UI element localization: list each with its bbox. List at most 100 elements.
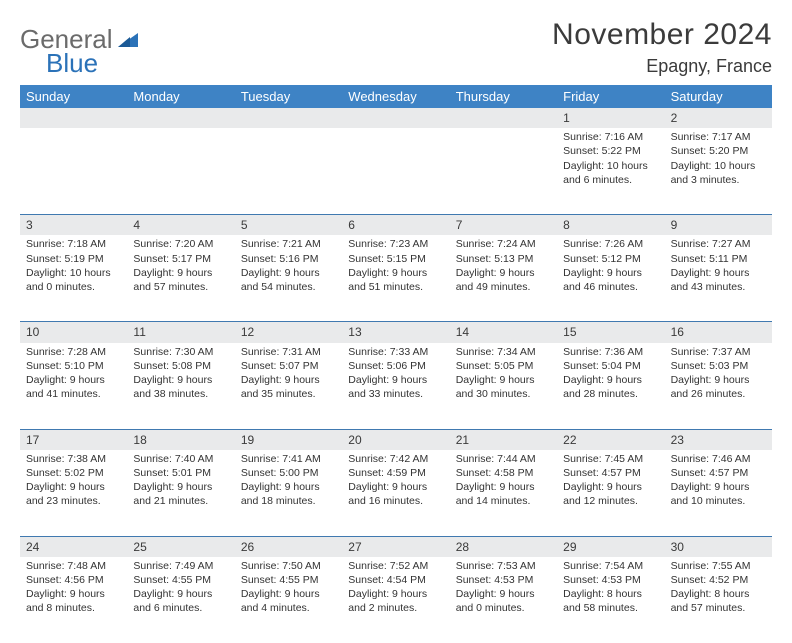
day-cell: Sunrise: 7:17 AMSunset: 5:20 PMDaylight:… <box>665 128 772 214</box>
day-line: Sunrise: 7:50 AM <box>241 559 336 573</box>
day-line: Sunset: 4:55 PM <box>241 573 336 587</box>
day-line: Sunrise: 7:24 AM <box>456 237 551 251</box>
day-cell: Sunrise: 7:31 AMSunset: 5:07 PMDaylight:… <box>235 343 342 429</box>
day-number: 2 <box>665 108 772 128</box>
day-number <box>20 108 127 128</box>
day-number <box>127 108 234 128</box>
day-number: 23 <box>665 430 772 450</box>
day-cell: Sunrise: 7:20 AMSunset: 5:17 PMDaylight:… <box>127 235 234 321</box>
day-line: Sunset: 4:56 PM <box>26 573 121 587</box>
day-cell: Sunrise: 7:21 AMSunset: 5:16 PMDaylight:… <box>235 235 342 321</box>
day-line: Daylight: 9 hours <box>241 480 336 494</box>
day-number: 3 <box>20 215 127 235</box>
day-line: Sunrise: 7:33 AM <box>348 345 443 359</box>
day-number: 15 <box>557 322 664 342</box>
day-cell: Sunrise: 7:49 AMSunset: 4:55 PMDaylight:… <box>127 557 234 643</box>
day-number: 6 <box>342 215 449 235</box>
day-line: Sunrise: 7:27 AM <box>671 237 766 251</box>
day-line: Sunset: 5:00 PM <box>241 466 336 480</box>
day-line: Daylight: 9 hours <box>133 480 228 494</box>
month-title: November 2024 <box>552 18 772 52</box>
day-line: Sunrise: 7:41 AM <box>241 452 336 466</box>
day-line: Sunset: 4:57 PM <box>671 466 766 480</box>
day-number: 12 <box>235 322 342 342</box>
daynum-row: 10111213141516 <box>20 321 772 342</box>
day-line: Daylight: 9 hours <box>456 373 551 387</box>
day-number: 9 <box>665 215 772 235</box>
day-cell: Sunrise: 7:45 AMSunset: 4:57 PMDaylight:… <box>557 450 664 536</box>
day-line: and 23 minutes. <box>26 494 121 508</box>
day-cell: Sunrise: 7:42 AMSunset: 4:59 PMDaylight:… <box>342 450 449 536</box>
day-line: Daylight: 10 hours <box>563 159 658 173</box>
day-number: 4 <box>127 215 234 235</box>
day-line: Daylight: 8 hours <box>563 587 658 601</box>
day-line: Sunrise: 7:30 AM <box>133 345 228 359</box>
day-number: 24 <box>20 537 127 557</box>
day-line: Sunrise: 7:42 AM <box>348 452 443 466</box>
day-line: Sunrise: 7:20 AM <box>133 237 228 251</box>
day-number <box>450 108 557 128</box>
day-number <box>342 108 449 128</box>
day-line: Daylight: 9 hours <box>563 266 658 280</box>
day-cell <box>127 128 234 214</box>
day-line: and 26 minutes. <box>671 387 766 401</box>
day-number: 8 <box>557 215 664 235</box>
day-line: Daylight: 9 hours <box>26 373 121 387</box>
day-line: and 41 minutes. <box>26 387 121 401</box>
day-line: Sunrise: 7:46 AM <box>671 452 766 466</box>
day-line: and 6 minutes. <box>133 601 228 615</box>
day-line: Sunset: 5:03 PM <box>671 359 766 373</box>
day-line: and 49 minutes. <box>456 280 551 294</box>
day-line: and 4 minutes. <box>241 601 336 615</box>
day-header: Saturday <box>665 85 772 108</box>
day-number: 19 <box>235 430 342 450</box>
day-line: Sunset: 5:06 PM <box>348 359 443 373</box>
logo-text-blue: Blue <box>46 48 98 79</box>
day-line: Daylight: 9 hours <box>563 480 658 494</box>
day-cell: Sunrise: 7:50 AMSunset: 4:55 PMDaylight:… <box>235 557 342 643</box>
day-line: Sunset: 5:20 PM <box>671 144 766 158</box>
day-cell: Sunrise: 7:34 AMSunset: 5:05 PMDaylight:… <box>450 343 557 429</box>
day-cell <box>20 128 127 214</box>
day-line: Daylight: 9 hours <box>241 587 336 601</box>
day-line: and 57 minutes. <box>671 601 766 615</box>
day-line: and 6 minutes. <box>563 173 658 187</box>
day-line: and 58 minutes. <box>563 601 658 615</box>
day-cell <box>450 128 557 214</box>
week-body-row: Sunrise: 7:16 AMSunset: 5:22 PMDaylight:… <box>20 128 772 214</box>
day-line: and 35 minutes. <box>241 387 336 401</box>
day-line: Sunrise: 7:49 AM <box>133 559 228 573</box>
day-number: 26 <box>235 537 342 557</box>
week-body-row: Sunrise: 7:28 AMSunset: 5:10 PMDaylight:… <box>20 343 772 429</box>
day-line: Sunrise: 7:53 AM <box>456 559 551 573</box>
day-number: 5 <box>235 215 342 235</box>
day-line: Sunrise: 7:18 AM <box>26 237 121 251</box>
day-line: and 16 minutes. <box>348 494 443 508</box>
day-cell: Sunrise: 7:36 AMSunset: 5:04 PMDaylight:… <box>557 343 664 429</box>
day-line: Daylight: 9 hours <box>348 587 443 601</box>
day-cell: Sunrise: 7:26 AMSunset: 5:12 PMDaylight:… <box>557 235 664 321</box>
day-line: and 33 minutes. <box>348 387 443 401</box>
day-line: and 18 minutes. <box>241 494 336 508</box>
day-line: Sunset: 5:10 PM <box>26 359 121 373</box>
day-cell: Sunrise: 7:37 AMSunset: 5:03 PMDaylight:… <box>665 343 772 429</box>
day-number: 27 <box>342 537 449 557</box>
day-line: Sunset: 5:02 PM <box>26 466 121 480</box>
day-line: Sunrise: 7:26 AM <box>563 237 658 251</box>
day-number: 22 <box>557 430 664 450</box>
day-number: 29 <box>557 537 664 557</box>
day-line: and 38 minutes. <box>133 387 228 401</box>
day-line: Daylight: 9 hours <box>671 266 766 280</box>
day-line: Sunrise: 7:36 AM <box>563 345 658 359</box>
day-line: and 12 minutes. <box>563 494 658 508</box>
day-cell: Sunrise: 7:54 AMSunset: 4:53 PMDaylight:… <box>557 557 664 643</box>
day-line: Sunset: 5:16 PM <box>241 252 336 266</box>
day-line: Daylight: 8 hours <box>671 587 766 601</box>
day-line: Sunrise: 7:28 AM <box>26 345 121 359</box>
day-line: Sunset: 5:22 PM <box>563 144 658 158</box>
day-line: Daylight: 9 hours <box>456 266 551 280</box>
day-line: Sunrise: 7:54 AM <box>563 559 658 573</box>
day-line: Sunrise: 7:37 AM <box>671 345 766 359</box>
weeks-container: 12 Sunrise: 7:16 AMSunset: 5:22 PMDayligh… <box>20 108 772 643</box>
day-line: Sunrise: 7:40 AM <box>133 452 228 466</box>
